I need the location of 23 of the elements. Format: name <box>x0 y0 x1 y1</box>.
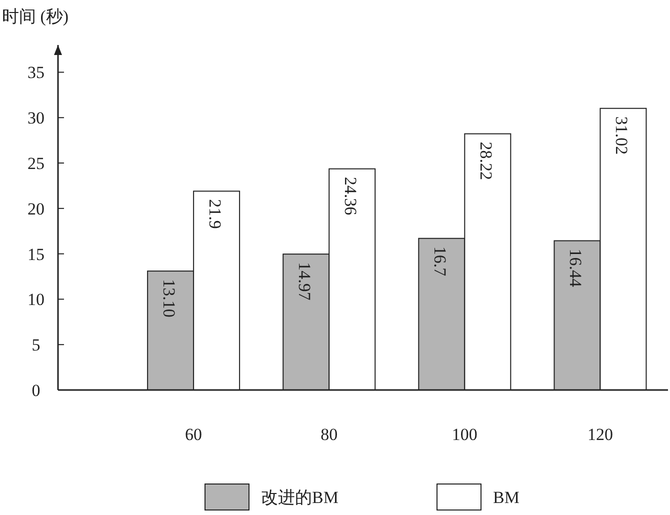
y-axis-title: 时间 (秒) <box>2 7 69 26</box>
data-label: 13.10 <box>160 279 179 318</box>
data-label: 31.02 <box>612 116 632 155</box>
y-tick-label: 10 <box>28 290 44 310</box>
x-tick-label: 100 <box>452 425 478 444</box>
data-label: 28.22 <box>476 142 496 180</box>
y-tick-label: 15 <box>28 244 44 264</box>
x-tick-label: 80 <box>320 425 338 444</box>
legend-label: BM <box>493 488 520 507</box>
x-tick-label: 60 <box>185 425 202 444</box>
y-tick-label: 25 <box>28 154 44 173</box>
data-label: 14.97 <box>295 262 314 301</box>
y-tick-label: 30 <box>28 108 44 128</box>
data-label: 16.44 <box>566 248 586 288</box>
y-tick-label: 20 <box>28 199 44 218</box>
y-tick-label: 35 <box>28 63 44 82</box>
y-tick-label: 0 <box>32 380 40 400</box>
data-label: 16.7 <box>430 246 450 277</box>
y-tick-label: 5 <box>32 336 40 355</box>
data-label: 24.36 <box>341 176 360 216</box>
data-label: 21.9 <box>206 199 225 229</box>
legend-label: 改进的BM <box>261 488 338 507</box>
x-tick-label: 120 <box>587 425 613 444</box>
